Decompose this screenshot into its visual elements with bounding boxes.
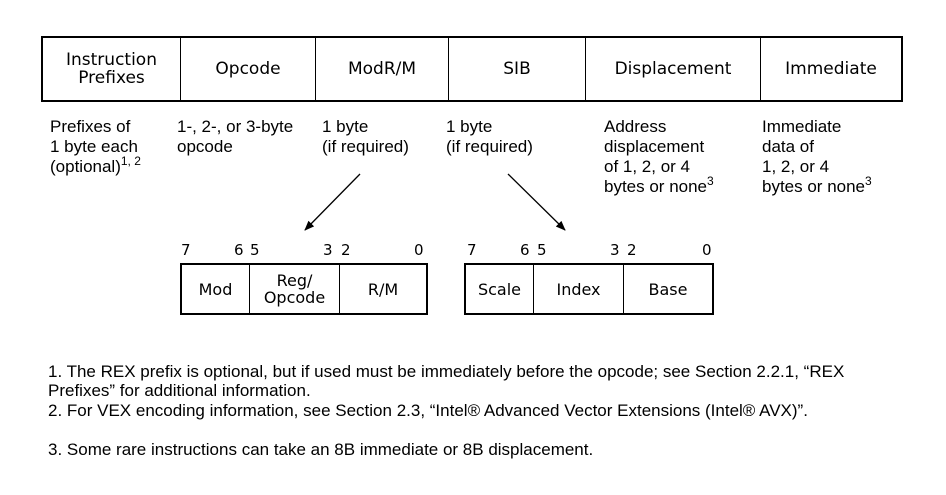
sib-bit-0: 0	[702, 241, 712, 259]
desc-prefixes: Prefixes of 1 byte each (optional)1, 2	[50, 117, 141, 176]
sib-base: Base	[623, 265, 712, 313]
field-displacement: Displacement	[585, 38, 760, 100]
field-opcode: Opcode	[180, 38, 315, 100]
desc-displacement: Address displacement of 1, 2, or 4 bytes…	[604, 117, 714, 196]
modrm-arrow	[304, 173, 361, 231]
desc-immediate: Immediate data of 1, 2, or 4 bytes or no…	[762, 117, 872, 196]
modrm-mod: Mod	[198, 279, 233, 299]
sib-scale: Scale	[477, 279, 522, 299]
sib-bit-5: 5	[537, 241, 547, 259]
modrm-bit-6: 6	[234, 241, 244, 259]
sib-bit-7: 7	[467, 241, 477, 259]
modrm-bit-7: 7	[181, 241, 191, 259]
field-sib: SIB	[448, 38, 585, 100]
footnote-2: 2. For VEX encoding information, see Sec…	[48, 401, 808, 420]
footnote-1: 1. The REX prefix is optional, but if us…	[48, 362, 845, 400]
sib-bit-3: 3	[610, 241, 620, 259]
modrm-bit-3: 3	[323, 241, 333, 259]
desc-modrm: 1 byte (if required)	[322, 117, 409, 156]
desc-sib: 1 byte (if required)	[446, 117, 533, 156]
sib-index: Index	[533, 265, 623, 313]
sib-arrow	[507, 173, 566, 231]
desc-opcode: 1-, 2-, or 3-byte opcode	[177, 117, 294, 156]
modrm-rm: R/M	[339, 265, 426, 313]
field-instruction-prefixes: Instruction Prefixes	[66, 50, 157, 88]
instruction-format-table: Instruction Prefixes Opcode ModR/M SIB D…	[41, 36, 903, 102]
modrm-byte: Mod Reg/ Opcode R/M	[180, 263, 428, 315]
modrm-bit-5: 5	[250, 241, 260, 259]
sib-bit-2: 2	[627, 241, 637, 259]
field-immediate: Immediate	[760, 38, 901, 100]
modrm-bit-2: 2	[341, 241, 351, 259]
modrm-bit-0: 0	[414, 241, 424, 259]
sib-byte: Scale Index Base	[464, 263, 714, 315]
field-modrm: ModR/M	[315, 38, 448, 100]
footnote-3: 3. Some rare instructions can take an 8B…	[48, 440, 594, 459]
sib-bit-6: 6	[520, 241, 530, 259]
modrm-reg-opcode: Reg/ Opcode	[249, 265, 339, 313]
